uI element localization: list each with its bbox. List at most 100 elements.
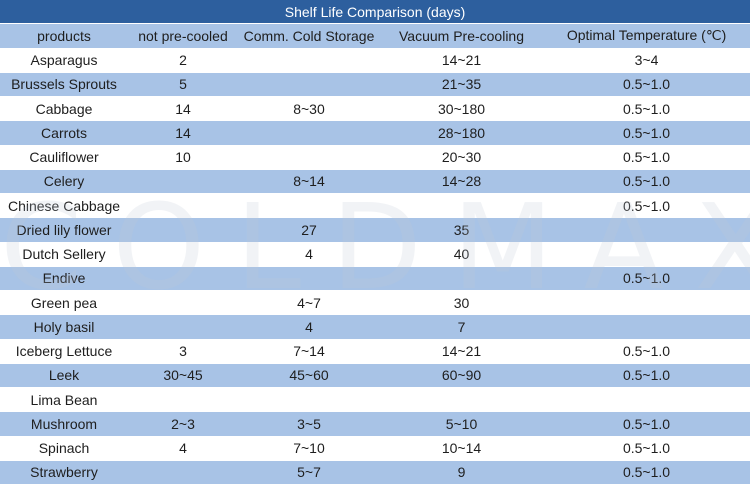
cell-optimal-temperature: 0.5~1.0 xyxy=(543,339,750,364)
cell-optimal-temperature: 0.5~1.0 xyxy=(543,169,750,195)
cell-product: Green pea xyxy=(0,290,128,316)
cell-optimal-temperature xyxy=(543,242,750,267)
cell-product: Lima Bean xyxy=(0,387,128,413)
cell-optimal-temperature xyxy=(543,314,750,340)
cell-comm-cold-storage xyxy=(238,266,380,292)
cell-product: Endive xyxy=(0,266,128,292)
cell-comm-cold-storage: 4 xyxy=(238,314,380,340)
cell-comm-cold-storage: 7~10 xyxy=(238,436,380,461)
cell-optimal-temperature: 0.5~1.0 xyxy=(543,363,750,389)
cell-product: Strawberry xyxy=(0,460,128,485)
cell-not-pre-cooled: 4 xyxy=(128,436,238,461)
cell-not-pre-cooled: 3 xyxy=(128,339,238,364)
header-products: products xyxy=(0,23,128,49)
table-row: Celery 8~14 14~28 0.5~1.0 xyxy=(0,169,750,195)
cell-optimal-temperature: 0.5~1.0 xyxy=(543,193,750,219)
cell-vacuum-pre-cooling xyxy=(380,387,543,413)
cell-not-pre-cooled xyxy=(128,169,238,195)
cell-product: Brussels Sprouts xyxy=(0,72,128,98)
cell-optimal-temperature: 0.5~1.0 xyxy=(543,120,750,146)
table-title: Shelf Life Comparison (days) xyxy=(0,0,750,25)
cell-product: Chinese Cabbage xyxy=(0,193,128,219)
cell-vacuum-pre-cooling xyxy=(380,193,543,219)
cell-vacuum-pre-cooling: 60~90 xyxy=(380,363,543,389)
cell-comm-cold-storage: 5~7 xyxy=(238,460,380,485)
cell-optimal-temperature xyxy=(543,387,750,413)
header-row: products not pre-cooled Comm. Cold Stora… xyxy=(0,23,750,49)
cell-comm-cold-storage xyxy=(238,145,380,170)
table-row: Dried lily flower 27 35 xyxy=(0,217,750,243)
cell-not-pre-cooled xyxy=(128,387,238,413)
cell-vacuum-pre-cooling: 14~28 xyxy=(380,169,543,195)
cell-optimal-temperature xyxy=(543,217,750,243)
table-row: Carrots 14 28~180 0.5~1.0 xyxy=(0,120,750,146)
header-not-pre-cooled: not pre-cooled xyxy=(128,23,238,49)
cell-comm-cold-storage: 3~5 xyxy=(238,411,380,437)
table-row: Cauliflower 10 20~30 0.5~1.0 xyxy=(0,145,750,170)
table-row: Mushroom 2~3 3~5 5~10 0.5~1.0 xyxy=(0,411,750,437)
cell-not-pre-cooled xyxy=(128,290,238,316)
cell-optimal-temperature: 0.5~1.0 xyxy=(543,266,750,292)
cell-not-pre-cooled: 2 xyxy=(128,48,238,73)
cell-vacuum-pre-cooling: 20~30 xyxy=(380,145,543,170)
cell-product: Cauliflower xyxy=(0,145,128,170)
cell-optimal-temperature: 0.5~1.0 xyxy=(543,96,750,122)
cell-not-pre-cooled xyxy=(128,217,238,243)
cell-optimal-temperature xyxy=(543,290,750,316)
cell-comm-cold-storage: 8~14 xyxy=(238,169,380,195)
cell-optimal-temperature: 0.5~1.0 xyxy=(543,72,750,98)
cell-comm-cold-storage xyxy=(238,48,380,73)
cell-vacuum-pre-cooling: 10~14 xyxy=(380,436,543,461)
cell-vacuum-pre-cooling: 35 xyxy=(380,217,543,243)
cell-product: Mushroom xyxy=(0,411,128,437)
cell-optimal-temperature: 3~4 xyxy=(543,48,750,73)
cell-comm-cold-storage xyxy=(238,387,380,413)
cell-vacuum-pre-cooling: 14~21 xyxy=(380,339,543,364)
cell-product: Dried lily flower xyxy=(0,217,128,243)
table-row: Strawberry 5~7 9 0.5~1.0 xyxy=(0,460,750,485)
cell-vacuum-pre-cooling: 30 xyxy=(380,290,543,316)
cell-not-pre-cooled xyxy=(128,266,238,292)
table-row: Holy basil 4 7 xyxy=(0,314,750,340)
cell-product: Spinach xyxy=(0,436,128,461)
cell-not-pre-cooled xyxy=(128,460,238,485)
cell-comm-cold-storage: 8~30 xyxy=(238,96,380,122)
cell-vacuum-pre-cooling: 5~10 xyxy=(380,411,543,437)
cell-not-pre-cooled xyxy=(128,193,238,219)
table-row: Green pea 4~7 30 xyxy=(0,290,750,316)
cell-product: Iceberg Lettuce xyxy=(0,339,128,364)
header-optimal-temperature: Optimal Temperature (℃) xyxy=(543,23,750,49)
cell-product: Cabbage xyxy=(0,96,128,122)
cell-vacuum-pre-cooling: 40 xyxy=(380,242,543,267)
cell-comm-cold-storage: 45~60 xyxy=(238,363,380,389)
cell-not-pre-cooled: 30~45 xyxy=(128,363,238,389)
cell-product: Dutch Sellery xyxy=(0,242,128,267)
cell-comm-cold-storage xyxy=(238,193,380,219)
table-row: Lima Bean xyxy=(0,387,750,413)
cell-not-pre-cooled xyxy=(128,314,238,340)
cell-not-pre-cooled: 5 xyxy=(128,72,238,98)
cell-vacuum-pre-cooling: 21~35 xyxy=(380,72,543,98)
cell-vacuum-pre-cooling: 7 xyxy=(380,314,543,340)
cell-optimal-temperature: 0.5~1.0 xyxy=(543,460,750,485)
table-row: Iceberg Lettuce 3 7~14 14~21 0.5~1.0 xyxy=(0,339,750,364)
cell-product: Carrots xyxy=(0,120,128,146)
table-row: Brussels Sprouts 5 21~35 0.5~1.0 xyxy=(0,72,750,98)
cell-comm-cold-storage xyxy=(238,72,380,98)
cell-comm-cold-storage xyxy=(238,120,380,146)
cell-comm-cold-storage: 27 xyxy=(238,217,380,243)
cell-optimal-temperature: 0.5~1.0 xyxy=(543,411,750,437)
cell-not-pre-cooled xyxy=(128,242,238,267)
cell-product: Celery xyxy=(0,169,128,195)
table-row: Leek 30~45 45~60 60~90 0.5~1.0 xyxy=(0,363,750,389)
cell-comm-cold-storage: 4~7 xyxy=(238,290,380,316)
cell-comm-cold-storage: 4 xyxy=(238,242,380,267)
header-comm-cold-storage: Comm. Cold Storage xyxy=(238,23,380,49)
cell-vacuum-pre-cooling: 30~180 xyxy=(380,96,543,122)
table-row: Dutch Sellery 4 40 xyxy=(0,242,750,267)
table-row: Endive 0.5~1.0 xyxy=(0,266,750,292)
cell-not-pre-cooled: 2~3 xyxy=(128,411,238,437)
cell-product: Holy basil xyxy=(0,314,128,340)
table-row: Spinach 4 7~10 10~14 0.5~1.0 xyxy=(0,436,750,461)
